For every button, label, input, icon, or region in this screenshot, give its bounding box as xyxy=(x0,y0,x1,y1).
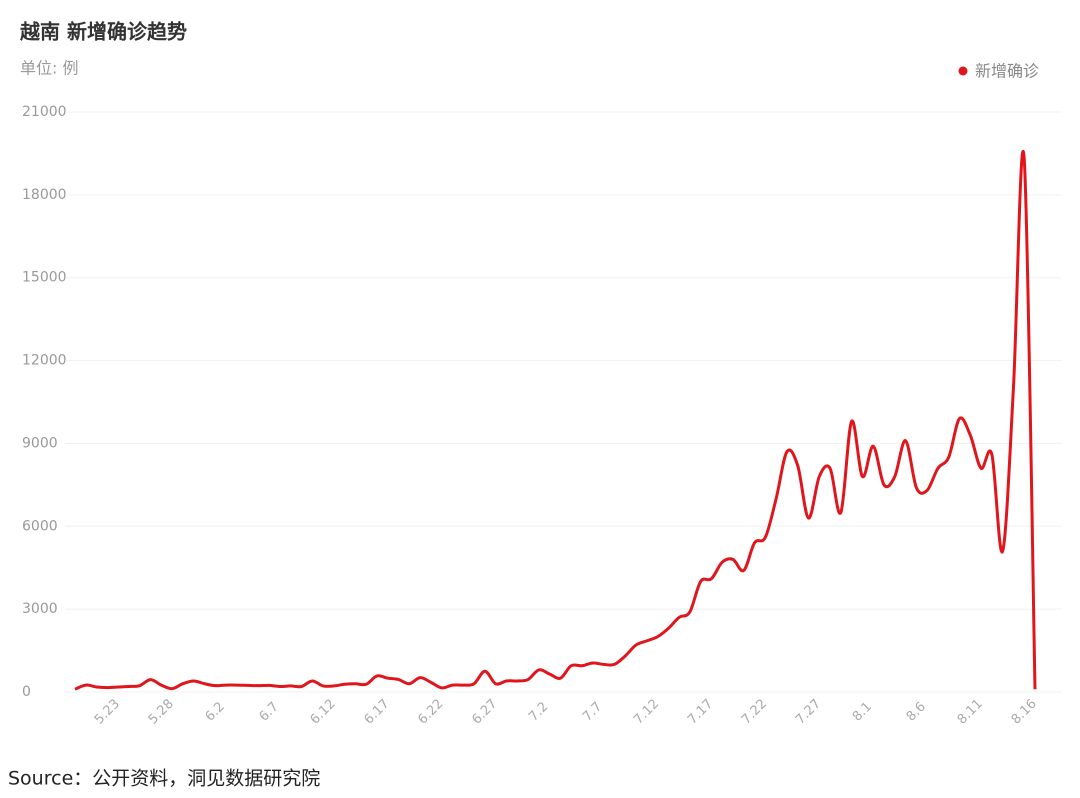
y-tick-label: 15000 xyxy=(22,270,67,286)
line xyxy=(74,149,1037,691)
y-tick-label: 0 xyxy=(22,684,31,700)
legend-marker xyxy=(958,66,968,76)
y-tick-label: 3000 xyxy=(22,601,58,617)
x-tick-label: 7.2 xyxy=(526,699,551,724)
y-tick-label: 12000 xyxy=(22,353,67,369)
chart-title: 越南 新增确诊趋势 xyxy=(19,20,187,44)
x-tick-label: 6.27 xyxy=(469,696,500,727)
x-tick-label: 6.7 xyxy=(257,699,282,724)
x-tick-label: 6.17 xyxy=(361,696,392,727)
unit-label: 单位: 例 xyxy=(20,59,78,78)
x-tick-label: 7.27 xyxy=(793,696,824,727)
legend-label: 新增确诊 xyxy=(975,62,1039,81)
x-tick-label: 6.22 xyxy=(415,696,446,727)
x-tick-label: 7.22 xyxy=(739,696,770,727)
source: Source：公开资料，洞见数据研究院 xyxy=(8,768,320,790)
x-tick-label: 6.2 xyxy=(203,699,228,724)
x-tick-label: 7.7 xyxy=(580,699,605,724)
x-tick-label: 5.23 xyxy=(92,696,123,727)
x-tick-label: 7.12 xyxy=(631,696,662,727)
y-tick-label: 21000 xyxy=(22,104,67,120)
x-tick-label: 6.12 xyxy=(308,696,339,727)
x-tick-label: 8.11 xyxy=(955,696,986,727)
x-tick-label: 8.1 xyxy=(850,699,875,724)
y-tick-label: 9000 xyxy=(22,435,58,451)
y-tick-label: 6000 xyxy=(22,518,58,534)
x-tick-label: 8.6 xyxy=(904,699,929,724)
y-tick-label: 18000 xyxy=(22,187,67,203)
x-tick-label: 7.17 xyxy=(685,696,716,727)
x-tick-label: 8.16 xyxy=(1009,696,1040,727)
x-tick-label: 5.28 xyxy=(146,696,177,727)
